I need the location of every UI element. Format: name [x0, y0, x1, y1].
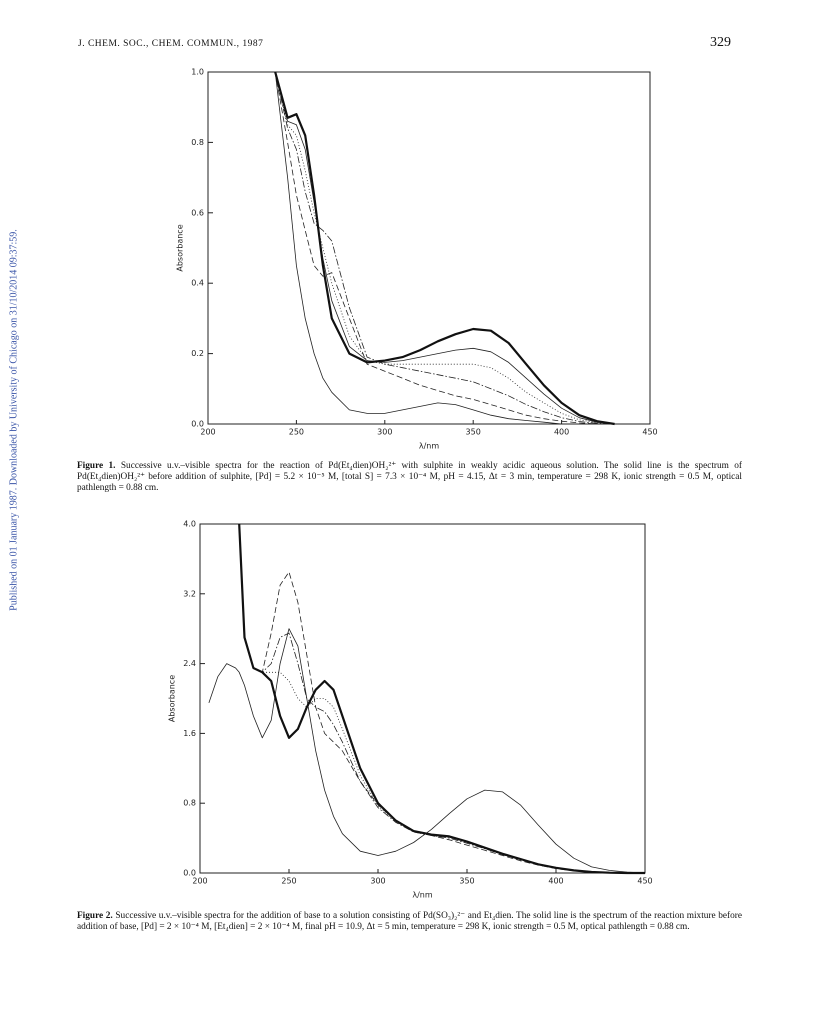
x-tick-label: 200	[192, 877, 207, 886]
x-tick-label: 350	[466, 428, 481, 437]
y-tick-label: 1.0	[191, 68, 204, 77]
y-axis-label: Absorbance	[168, 675, 177, 722]
y-tick-label: 1.6	[183, 729, 196, 738]
y-tick-label: 0.0	[183, 869, 196, 878]
spectrum-line	[238, 523, 645, 874]
y-tick-label: 0.6	[191, 208, 204, 217]
spectrum-line	[238, 523, 645, 874]
spectrum-line	[274, 71, 615, 425]
y-tick-label: 0.4	[191, 279, 204, 288]
x-tick-label: 250	[281, 877, 296, 886]
caption-label: Figure 1.	[77, 461, 116, 471]
x-tick-label: 400	[548, 877, 563, 886]
page-number: 329	[710, 35, 731, 50]
spectrum-line	[238, 523, 645, 874]
caption-label: Figure 2.	[77, 911, 113, 921]
caption-text: Successive u.v.–visible spectra for the …	[77, 461, 742, 493]
y-axis-label: Absorbance	[176, 224, 185, 271]
spectrum-line	[238, 523, 645, 875]
y-tick-label: 0.0	[191, 420, 204, 429]
y-tick-label: 3.2	[183, 589, 196, 598]
y-tick-label: 4.0	[183, 520, 196, 529]
y-tick-label: 2.4	[183, 659, 196, 668]
x-axis-label: λ/nm	[419, 442, 440, 451]
x-tick-label: 200	[200, 428, 215, 437]
journal-header: J. CHEM. SOC., CHEM. COMMUN., 1987	[78, 39, 264, 49]
spectrum-line	[208, 628, 646, 874]
spectrum-line	[274, 71, 615, 425]
x-tick-label: 350	[459, 877, 474, 886]
y-tick-label: 0.8	[183, 799, 196, 808]
spectrum-line	[274, 71, 615, 425]
spectrum-line	[274, 71, 615, 425]
plot-frame	[199, 523, 646, 874]
caption: Figure 1. Successive u.v.–visible spectr…	[77, 461, 742, 494]
x-tick-label: 300	[377, 428, 392, 437]
plot-frame	[207, 71, 651, 425]
x-axis-label: λ/nm	[412, 891, 433, 900]
caption-text: Successive u.v.–visible spectra for the …	[77, 911, 743, 932]
spectrum-line	[274, 71, 615, 425]
x-tick-label: 450	[642, 428, 657, 437]
x-tick-label: 400	[554, 428, 569, 437]
x-tick-label: 300	[370, 877, 385, 886]
y-tick-label: 0.8	[191, 138, 204, 147]
x-tick-label: 250	[289, 428, 304, 437]
spectrum-line	[274, 71, 615, 426]
x-tick-label: 450	[637, 877, 652, 886]
y-tick-label: 0.2	[191, 349, 204, 358]
caption: Figure 2. Successive u.v.–visible spectr…	[77, 911, 742, 933]
